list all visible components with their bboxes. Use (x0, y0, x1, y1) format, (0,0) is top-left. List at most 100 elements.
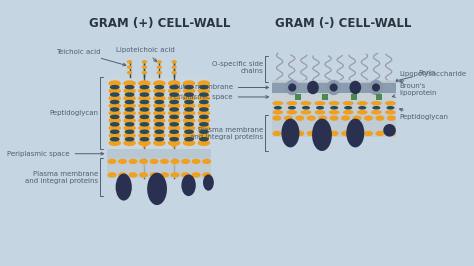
Text: Teichoic acid: Teichoic acid (56, 49, 126, 66)
Ellipse shape (169, 92, 179, 97)
Ellipse shape (155, 107, 164, 112)
Ellipse shape (138, 118, 151, 124)
Ellipse shape (125, 122, 135, 127)
Text: Broun's
lipoprotein: Broun's lipoprotein (392, 83, 437, 97)
Ellipse shape (155, 137, 164, 142)
Ellipse shape (142, 145, 146, 148)
Ellipse shape (110, 85, 119, 89)
Ellipse shape (125, 130, 135, 134)
Ellipse shape (142, 136, 146, 139)
Text: Periplasmic space: Periplasmic space (7, 151, 104, 157)
Ellipse shape (184, 122, 194, 127)
Ellipse shape (168, 110, 181, 116)
Text: GRAM (+) CELL-WALL: GRAM (+) CELL-WALL (89, 16, 230, 30)
Ellipse shape (181, 159, 190, 164)
Ellipse shape (168, 88, 181, 94)
Ellipse shape (125, 107, 135, 112)
Ellipse shape (199, 85, 209, 89)
Ellipse shape (371, 101, 382, 106)
Ellipse shape (286, 110, 297, 115)
Ellipse shape (156, 71, 162, 74)
Ellipse shape (109, 125, 121, 131)
Ellipse shape (108, 172, 117, 178)
Ellipse shape (155, 85, 164, 89)
Ellipse shape (184, 130, 194, 134)
Ellipse shape (142, 71, 147, 74)
Ellipse shape (183, 110, 195, 116)
Ellipse shape (172, 71, 177, 74)
Ellipse shape (301, 101, 311, 106)
Ellipse shape (198, 88, 210, 94)
Ellipse shape (153, 103, 165, 109)
Ellipse shape (138, 125, 151, 131)
Ellipse shape (153, 110, 165, 116)
Ellipse shape (302, 106, 310, 110)
Ellipse shape (123, 118, 136, 124)
Ellipse shape (184, 100, 194, 104)
Bar (351, 94, 357, 100)
Ellipse shape (153, 140, 165, 146)
Bar (273, 93, 396, 101)
Bar (108, 158, 211, 178)
Ellipse shape (156, 60, 162, 64)
Ellipse shape (369, 80, 383, 95)
Ellipse shape (123, 95, 136, 101)
Ellipse shape (168, 132, 181, 139)
Ellipse shape (109, 140, 121, 146)
Ellipse shape (172, 173, 176, 176)
Text: Lipopolysaccharide: Lipopolysaccharide (400, 72, 466, 82)
Ellipse shape (344, 106, 352, 110)
Ellipse shape (329, 84, 338, 92)
Ellipse shape (139, 92, 149, 97)
Ellipse shape (139, 107, 149, 112)
Ellipse shape (172, 108, 176, 111)
Ellipse shape (142, 90, 146, 93)
Ellipse shape (307, 81, 319, 94)
Ellipse shape (385, 110, 396, 115)
Ellipse shape (199, 100, 209, 104)
Text: Peptidoglycan: Peptidoglycan (49, 110, 99, 116)
Ellipse shape (172, 118, 176, 120)
Ellipse shape (198, 80, 210, 87)
Text: O-specific side
chains: O-specific side chains (212, 61, 264, 74)
Ellipse shape (198, 125, 210, 131)
Ellipse shape (123, 80, 136, 87)
Ellipse shape (155, 100, 164, 104)
Ellipse shape (288, 84, 296, 92)
Ellipse shape (155, 115, 164, 119)
Ellipse shape (198, 110, 210, 116)
Ellipse shape (315, 110, 326, 115)
Ellipse shape (153, 118, 165, 124)
Ellipse shape (284, 131, 293, 136)
Bar (273, 101, 396, 115)
Ellipse shape (273, 101, 283, 106)
Ellipse shape (372, 84, 380, 92)
Ellipse shape (109, 118, 121, 124)
Ellipse shape (183, 95, 195, 101)
Ellipse shape (139, 85, 149, 89)
Ellipse shape (343, 110, 354, 115)
Bar (273, 82, 396, 93)
Text: Lipoteichoic acid: Lipoteichoic acid (116, 47, 175, 62)
Ellipse shape (118, 172, 127, 178)
Ellipse shape (123, 132, 136, 139)
Ellipse shape (142, 173, 146, 176)
Ellipse shape (155, 130, 164, 134)
Ellipse shape (182, 174, 196, 196)
Ellipse shape (316, 106, 324, 110)
Ellipse shape (387, 131, 396, 136)
Ellipse shape (171, 159, 180, 164)
Ellipse shape (307, 131, 316, 136)
Ellipse shape (329, 115, 338, 121)
Ellipse shape (128, 172, 137, 178)
Ellipse shape (341, 115, 350, 121)
Ellipse shape (172, 90, 176, 93)
Ellipse shape (172, 127, 176, 130)
Ellipse shape (125, 92, 135, 97)
Ellipse shape (372, 106, 381, 110)
Ellipse shape (330, 106, 338, 110)
Ellipse shape (116, 173, 132, 201)
Ellipse shape (301, 110, 311, 115)
Ellipse shape (142, 81, 146, 83)
Ellipse shape (169, 122, 179, 127)
